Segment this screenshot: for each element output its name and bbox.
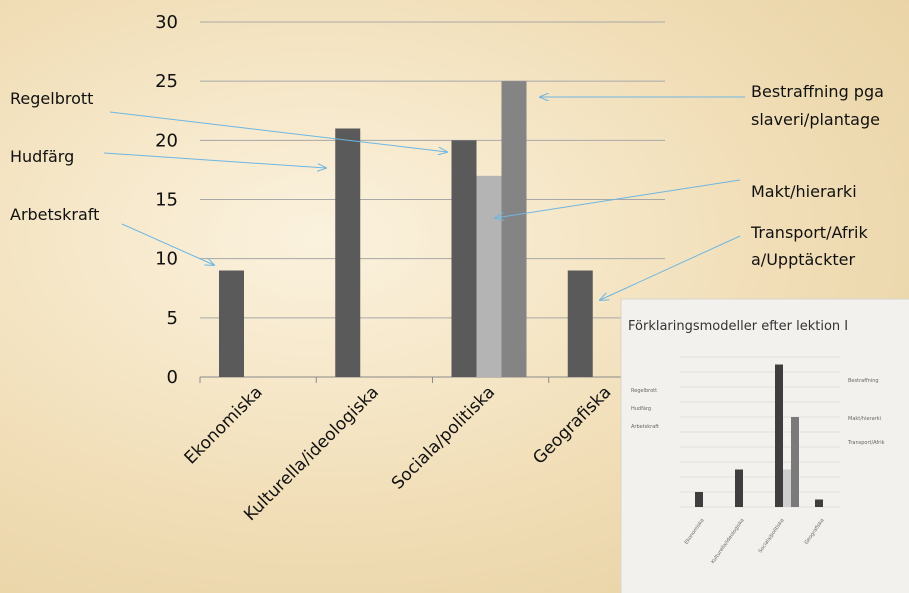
- inset-chart-image: Förklaringsmodeller efter lektion I Rege…: [620, 298, 909, 593]
- bar: [335, 128, 361, 377]
- y-tick-label: 15: [155, 190, 178, 211]
- y-tick-label: 10: [155, 249, 178, 270]
- annotation-arrow: [103, 152, 326, 168]
- y-tick-label: 0: [167, 367, 178, 388]
- annotation-regelbrott: Regelbrott: [10, 89, 93, 108]
- x-tick-label: Kulturella/ideologiska: [240, 382, 383, 525]
- annotation-arrow: [121, 223, 214, 265]
- y-tick-label: 20: [155, 130, 178, 151]
- inset-annotation-label: Transport/Afrik: [847, 440, 885, 446]
- annotation-arrows: [103, 97, 745, 300]
- annotation-bestraffning-1: Bestraffning pga: [751, 82, 884, 101]
- annotation-bestraffning-2: slaveri/plantage: [751, 110, 880, 129]
- inset-annotation-label: Bestraffning: [848, 378, 879, 384]
- annotation-arrow: [495, 179, 741, 218]
- y-axis-ticks: 0 5 10 15 20 25 30: [155, 12, 178, 388]
- annotation-makt: Makt/hierarki: [751, 182, 857, 201]
- bar: [501, 81, 527, 378]
- grid-lines: [199, 21, 666, 383]
- inset-bar: [735, 469, 743, 507]
- inset-bars: [695, 364, 823, 507]
- bar: [476, 175, 502, 377]
- inset-bar: [775, 364, 783, 507]
- inset-bar: [791, 417, 799, 507]
- y-tick-label: 30: [155, 12, 178, 33]
- inset-bar: [695, 492, 703, 507]
- bar: [567, 270, 593, 377]
- x-tick-label: Sociala/politiska: [388, 382, 499, 493]
- annotation-hudfarg: Hudfärg: [10, 147, 74, 166]
- inset-annotation-label: Hudfärg: [631, 406, 651, 412]
- inset-bar: [783, 469, 791, 507]
- inset-background: [620, 298, 909, 593]
- bar: [219, 270, 244, 377]
- inset-annotation-label: Makt/hierarki: [848, 416, 881, 422]
- x-tick-label: Geografiska: [529, 382, 615, 468]
- bar-series: [219, 81, 593, 378]
- annotation-transport-1: Transport/Afrik: [750, 223, 869, 242]
- x-tick-label: Ekonomiska: [181, 382, 267, 468]
- y-tick-label: 5: [167, 308, 178, 329]
- inset-annotation-label: Regelbrott: [631, 388, 657, 394]
- annotation-transport-2: a/Upptäckter: [751, 250, 855, 269]
- inset-grid: [680, 356, 840, 508]
- inset-annotation-label: Arbetskraft: [631, 424, 659, 430]
- annotation-arbetskraft: Arbetskraft: [10, 205, 99, 224]
- inset-title: Förklaringsmodeller efter lektion I: [628, 319, 848, 334]
- annotation-arrow: [109, 111, 447, 152]
- inset-bar: [815, 499, 823, 507]
- bar: [451, 140, 477, 377]
- annotation-arrow: [600, 235, 741, 300]
- y-tick-label: 25: [155, 71, 178, 92]
